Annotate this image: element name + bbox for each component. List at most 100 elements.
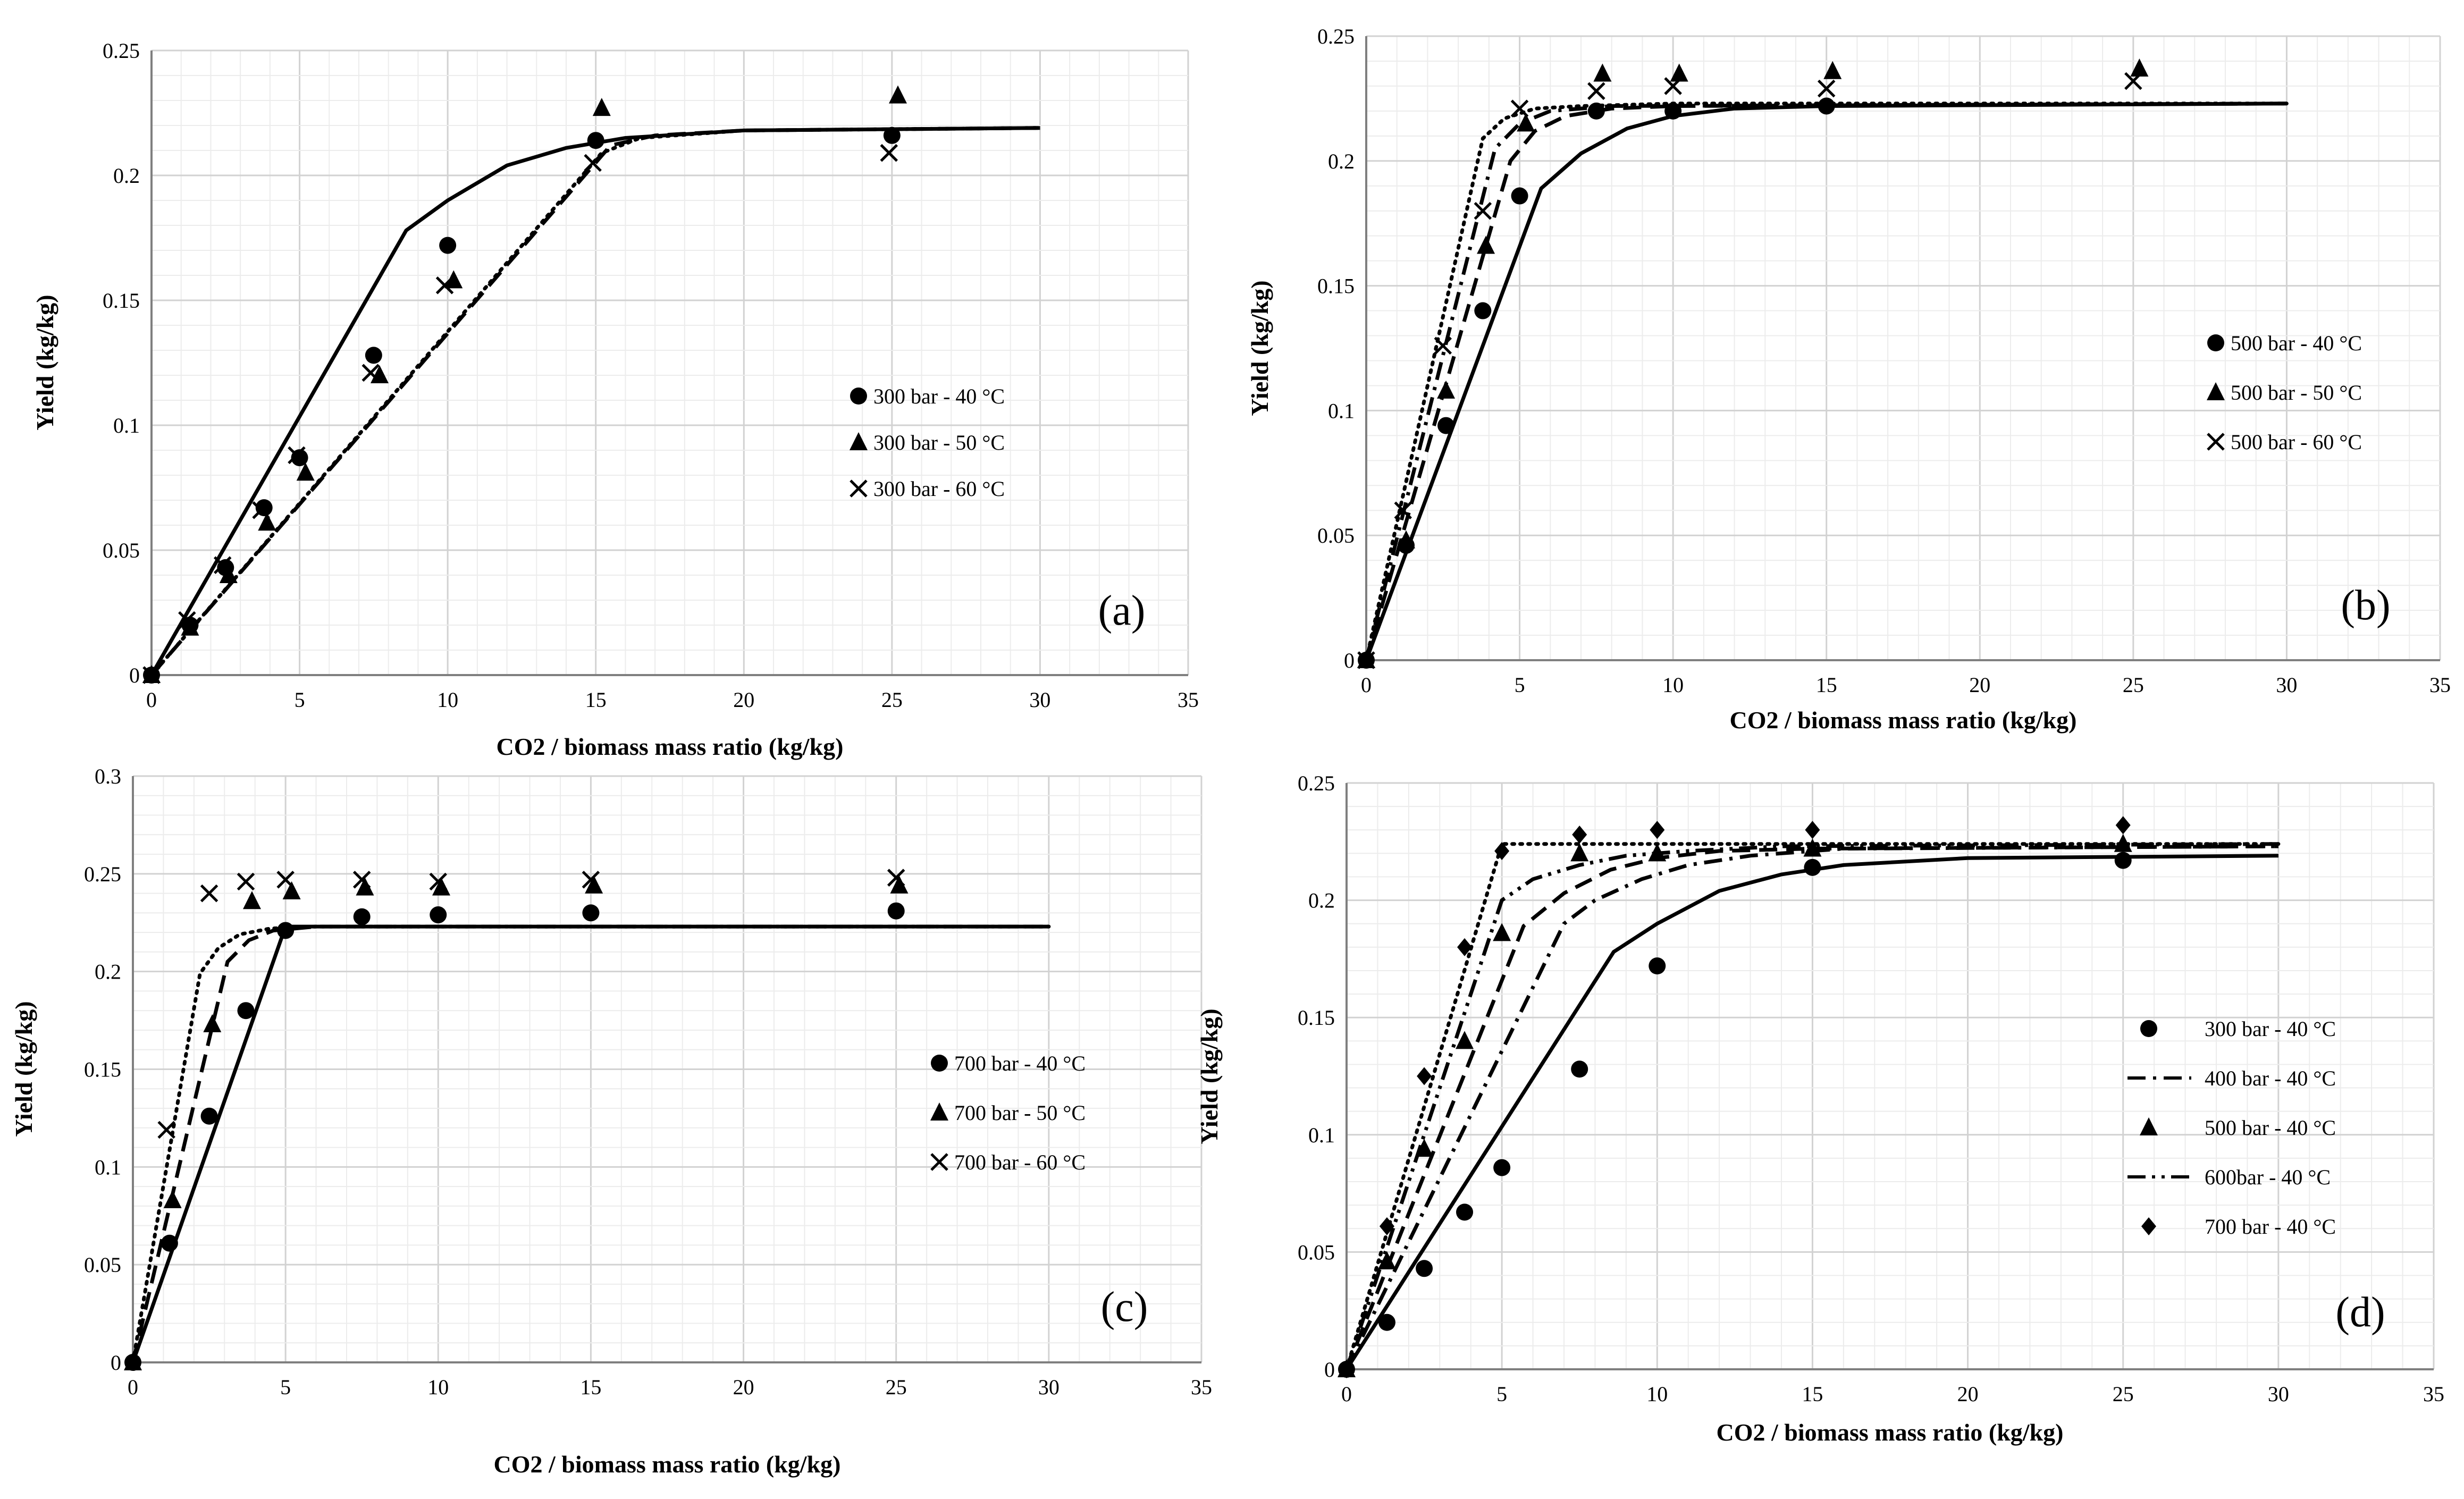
y-tick-label: 0.2	[1328, 149, 1355, 173]
x-axis-title: CO2 / biomass mass ratio (kg/kg)	[494, 1451, 841, 1478]
data-point	[1377, 1251, 1396, 1270]
data-point	[1817, 79, 1836, 98]
data-point	[1456, 1203, 1474, 1221]
y-tick-label: 0	[1324, 1358, 1335, 1382]
data-point	[361, 364, 380, 382]
y-tick-label: 0.1	[1308, 1123, 1335, 1147]
x-tick-label: 10	[1662, 673, 1684, 697]
x-tick-label: 35	[1191, 1375, 1212, 1399]
data-point	[592, 98, 611, 116]
x-tick-label: 20	[733, 1375, 754, 1399]
y-tick-label: 0.05	[1317, 524, 1355, 548]
data-point	[203, 1014, 222, 1032]
data-point	[890, 875, 909, 894]
panel-b-chart: 0 5 10 15 20 25 30 35 0 0.05 0.1 0.15 0.2 0.25 CO2 / b…	[1246, 24, 2451, 734]
data-point	[1805, 821, 1820, 839]
legend-label: 700 bar - 60 °C	[954, 1150, 1086, 1174]
data-point	[2130, 58, 2149, 77]
data-point	[1587, 102, 1605, 120]
x-tick-label: 15	[585, 688, 607, 712]
data-point	[1415, 1139, 1434, 1157]
y-tick-label: 0.15	[1317, 274, 1355, 298]
data-point	[439, 237, 457, 254]
data-point	[1434, 336, 1452, 355]
x-axis-title: CO2 / biomass mass ratio (kg/kg)	[497, 733, 844, 760]
legend-label: 500 bar - 40 °C	[2231, 331, 2362, 355]
x-axis-title: CO2 / biomass mass ratio (kg/kg)	[1730, 706, 2077, 734]
y-tick-label: 0.05	[103, 538, 140, 562]
x-tick-label: 25	[886, 1375, 907, 1399]
legend-marker	[2207, 382, 2225, 400]
data-point	[887, 902, 905, 920]
y-axis-title: Yield (kg/kg)	[10, 1001, 37, 1136]
data-point	[219, 565, 238, 583]
x-tick-label: 30	[2268, 1382, 2289, 1406]
x-tick-label: 10	[427, 1375, 449, 1399]
series-line	[149, 126, 1042, 677]
gridlines	[1365, 35, 2441, 661]
y-tick-label: 0.2	[1308, 889, 1335, 913]
legend-label: 600bar - 40 °C	[2205, 1165, 2331, 1189]
data-point	[276, 871, 295, 889]
data-point	[157, 1121, 175, 1139]
series-line	[1364, 102, 2287, 661]
data-point	[1648, 843, 1667, 862]
data-point	[444, 270, 463, 289]
legend-marker	[930, 1153, 948, 1171]
data-point	[1437, 417, 1455, 434]
legend-label: 500 bar - 40 °C	[2205, 1116, 2336, 1140]
data-point	[880, 144, 898, 162]
data-point	[1670, 63, 1688, 82]
y-tick-label: 0.25	[84, 862, 121, 886]
data-point	[288, 446, 306, 465]
data-point	[282, 881, 301, 899]
x-tick-label: 10	[1646, 1382, 1668, 1406]
legend: 300 bar - 40 °C 300 bar - 50 °C 300 bar - …	[850, 384, 1005, 501]
y-tick-label: 0.05	[84, 1253, 121, 1277]
x-tick-label: 30	[2276, 673, 2297, 697]
data-point	[1517, 113, 1535, 132]
x-tick-label: 0	[1341, 1382, 1352, 1406]
y-tick-label: 0.3	[95, 764, 121, 788]
data-point	[213, 556, 232, 574]
y-tick-label: 0.1	[95, 1155, 121, 1179]
data-point	[365, 347, 382, 364]
legend-marker	[850, 432, 868, 450]
panel-label: (b)	[2341, 582, 2390, 629]
data-point	[582, 904, 600, 922]
series-line	[1344, 844, 2278, 1370]
data-point	[1379, 1217, 1394, 1235]
data-point	[430, 906, 447, 924]
series-line	[1364, 102, 2287, 661]
y-tick-label: 0.2	[113, 164, 140, 188]
gridlines	[1345, 782, 2435, 1370]
data-point	[200, 1107, 218, 1125]
data-point	[163, 1190, 182, 1208]
data-point	[1511, 187, 1528, 205]
data-point	[1593, 63, 1612, 82]
x-tick-label: 5	[1496, 1382, 1507, 1406]
data-point	[124, 1352, 142, 1370]
series-line	[1364, 102, 2287, 661]
data-point	[1474, 302, 1492, 319]
data-point	[2124, 72, 2142, 90]
y-tick-label: 0.15	[84, 1058, 121, 1082]
y-axis-title: Yield (kg/kg)	[1246, 280, 1273, 416]
y-tick-label: 0.25	[103, 39, 140, 63]
data-point	[584, 154, 602, 172]
x-tick-label: 25	[2123, 673, 2144, 697]
data-point	[353, 908, 371, 925]
data-point	[883, 127, 901, 144]
legend-label: 700 bar - 40 °C	[954, 1051, 1086, 1075]
data-point	[1339, 1360, 1354, 1378]
data-point	[1417, 1067, 1432, 1085]
x-tick-label: 25	[2113, 1382, 2134, 1406]
series-line	[131, 924, 1051, 1365]
series-line	[1344, 842, 2281, 1371]
data-point	[1649, 957, 1666, 975]
data-point	[296, 462, 315, 481]
x-tick-label: 5	[1515, 673, 1525, 697]
x-tick-label: 15	[1816, 673, 1837, 697]
y-tick-label: 0.2	[95, 960, 121, 984]
legend-label: 700 bar - 40 °C	[2205, 1215, 2336, 1239]
